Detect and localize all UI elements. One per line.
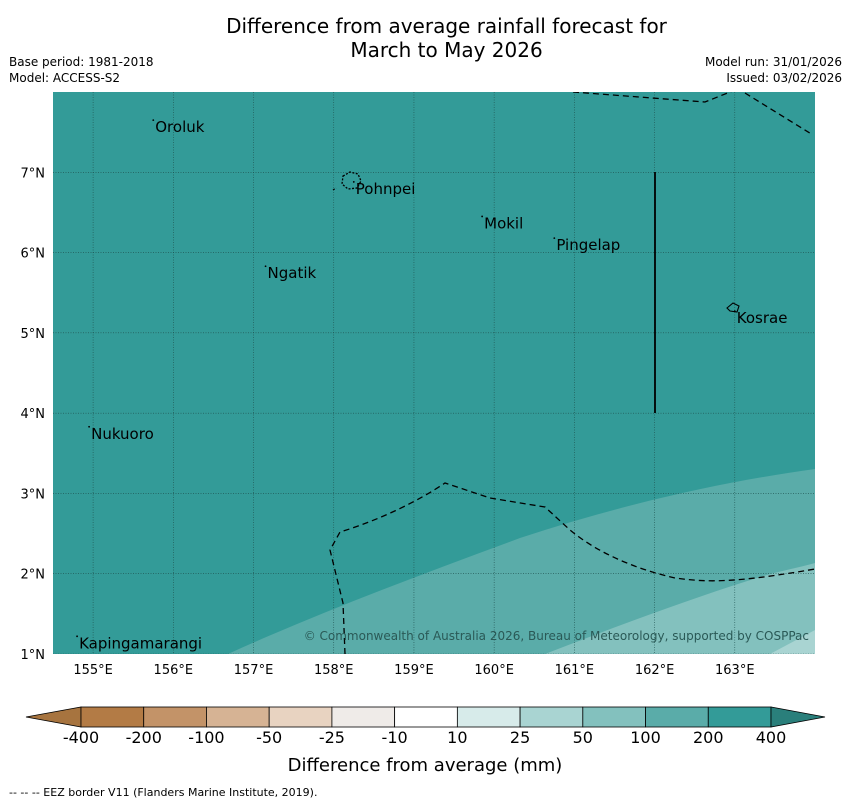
place-label: Pingelap [556,236,620,254]
island-marker [88,425,90,428]
lat-tick-label: 4°N [21,407,46,422]
lat-tick-label: 5°N [21,327,46,342]
lon-tick-label: 161°E [555,663,595,678]
rainfall-band-100-200 [228,469,815,654]
colorbar-tick-label: 400 [755,728,787,747]
lon-tick-label: 159°E [394,663,434,678]
place-label: Kosrae [737,309,788,327]
lon-tick-label: 156°E [154,663,194,678]
base-period: Base period: 1981-2018 [9,55,154,69]
colorbar-tick-label: -10 [381,728,408,747]
place-label: Mokil [484,214,523,232]
colorbar-segment [268,706,333,728]
colorbar-tick-label: 50 [572,728,593,747]
colorbar-tick-label: 10 [447,728,468,747]
colorbar-title: Difference from average (mm) [287,755,563,776]
place-label: Kapingamarangi [79,634,202,652]
colorbar-tick-label: 100 [630,728,661,747]
place-label: Oroluk [155,118,204,136]
island-marker [733,310,736,313]
lat-tick-label: 7°N [21,166,46,181]
lon-tick-label: 163°E [715,663,755,678]
eez-border-south [329,482,815,654]
colorbar-segment [206,706,270,728]
lon-tick-label: 160°E [474,663,514,678]
colorbar-segment [394,706,458,728]
place-label: Nukuoro [91,425,154,443]
title-line-1: Difference from average rainfall forecas… [226,14,667,38]
run-info: Model run: 31/01/2026 Issued: 03/02/2026 [705,54,842,86]
colorbar-tick-label: -100 [188,728,225,747]
colorbar-tick-label: -25 [318,728,345,747]
pohnpei-island-outline [332,171,362,191]
lat-tick-label: 6°N [21,247,46,262]
colorbar-extend-low [25,706,82,728]
eez-legend-footnote: -- -- -- EEZ border V11 (Flanders Marine… [9,786,318,799]
colorbar-tick-label: -400 [62,728,100,747]
model-name: Model: ACCESS-S2 [9,71,121,85]
lon-tick-label: 157°E [234,663,274,678]
lat-tick-label: 1°N [21,648,46,663]
lon-tick-label: 158°E [314,663,354,678]
copyright-notice: © Commonwealth of Australia 2026, Bureau… [304,629,809,643]
lon-tick-label: 162°E [635,663,675,678]
colorbar-tick-label: 25 [509,728,531,747]
eez-border-north [572,92,814,136]
colorbar-segment [456,706,521,728]
rainfall-band-25-50 [770,630,815,654]
island-marker [76,635,78,638]
island-marker [553,237,556,240]
place-labels: Oroluk Pohnpei Mokil Pingelap Ngatik Kosrae Nu… [76,118,787,652]
lat-tick-label: 2°N [21,568,46,583]
kosrae-island-outline [726,302,740,313]
title-line-2: March to May 2026 [350,38,543,62]
island-marker [352,181,355,183]
island-marker [264,265,267,268]
issued-date: Issued: 03/02/2026 [726,71,842,85]
colorbar-tick-label: -200 [125,728,162,747]
axis-labels: 155°E 156°E 157°E 158°E 159°E 160°E 161°E 162°E… [21,166,755,678]
place-label: Ngatik [268,264,317,282]
colorbar-extend-high [770,706,826,728]
colorbar-segment [582,706,646,728]
colorbar-tick-label: 200 [692,728,724,747]
model-run-date: Model run: 31/01/2026 [704,55,842,69]
colorbar-tick-label: -50 [256,728,283,747]
place-label: Pohnpei [356,180,416,198]
model-info: Base period: 1981-2018 Model: ACCESS-S2 [9,54,154,86]
rainfall-band-50-100 [545,563,815,654]
island-marker [481,215,484,218]
map-plot-area: Oroluk Pohnpei Mokil Pingelap Ngatik Kosrae Nu… [53,92,815,654]
island-marker [152,119,155,121]
chart-title: Difference from average rainfall forecas… [0,14,850,62]
colorbar-segment [707,706,772,728]
colorbar-segment [645,706,709,728]
colorbar-segment [143,706,207,728]
colorbar-segment [519,706,584,728]
colorbar-segment [331,706,396,728]
lat-tick-label: 3°N [21,487,46,502]
lon-tick-label: 155°E [73,663,113,678]
colorbar-segment [80,706,145,728]
colorbar [25,706,826,728]
